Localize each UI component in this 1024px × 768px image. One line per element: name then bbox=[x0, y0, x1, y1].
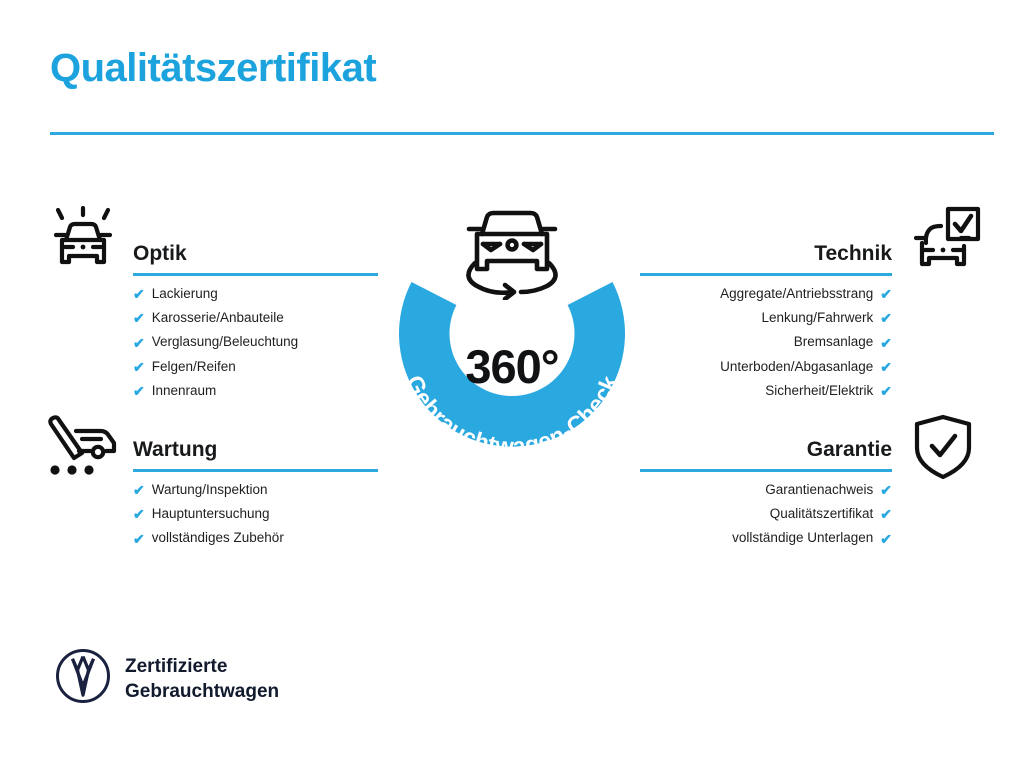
check-icon: ✔ bbox=[133, 506, 145, 523]
section-optik-list: ✔ Lackierung ✔ Karosserie/Anbauteile ✔ Verg… bbox=[133, 282, 378, 403]
list-item-label: vollständige Unterlagen bbox=[732, 530, 874, 546]
section-technik-head: Technik bbox=[640, 238, 892, 282]
section-wartung-underline bbox=[133, 469, 378, 472]
footer-line-1: Zertifizierte bbox=[125, 655, 228, 677]
list-item: vollständige Unterlagen ✔ bbox=[640, 526, 892, 550]
footer-branding: Zertifizierte Gebrauchtwagen bbox=[55, 648, 279, 709]
list-item: Garantienachweis ✔ bbox=[640, 478, 892, 502]
section-garantie: Garantie Garantienachweis ✔ Qualitätszert… bbox=[640, 434, 892, 551]
list-item-label: Unterboden/Abgasanlage bbox=[720, 358, 874, 374]
check-icon: ✔ bbox=[133, 530, 145, 547]
badge-360-gebrauchtwagen-check: Gebrauchtwagen-Check 360° bbox=[367, 196, 657, 486]
list-item: Bremsanlage ✔ bbox=[640, 330, 892, 354]
section-garantie-title: Garantie bbox=[806, 438, 892, 461]
list-item-label: Hauptuntersuchung bbox=[151, 506, 270, 522]
list-item-label: Lenkung/Fahrwerk bbox=[761, 310, 874, 326]
check-icon: ✔ bbox=[880, 286, 892, 303]
check-icon: ✔ bbox=[133, 482, 145, 499]
list-item: ✔ Lackierung bbox=[133, 282, 378, 306]
vw-roundel bbox=[56, 649, 110, 703]
footer-line-2: Gebrauchtwagen bbox=[125, 680, 280, 702]
list-item: ✔ Karosserie/Anbauteile bbox=[133, 306, 378, 330]
check-icon: ✔ bbox=[880, 358, 892, 375]
list-item: Sicherheit/Elektrik ✔ bbox=[640, 379, 892, 403]
list-item-label: Lackierung bbox=[151, 286, 218, 301]
check-icon: ✔ bbox=[133, 286, 145, 303]
list-item-label: Garantienachweis bbox=[765, 482, 874, 497]
list-item-label: vollständiges Zubehör bbox=[151, 530, 284, 546]
section-garantie-list: Garantienachweis ✔ Qualitätszertifikat ✔ v… bbox=[640, 478, 892, 551]
list-item: Unterboden/Abgasanlage ✔ bbox=[640, 355, 892, 379]
list-item-label: Felgen/Reifen bbox=[151, 358, 236, 374]
list-item: ✔ Innenraum bbox=[133, 379, 378, 403]
list-item: ✔ Felgen/Reifen bbox=[133, 355, 378, 379]
list-item-label: Sicherheit/Elektrik bbox=[765, 382, 874, 398]
header-divider bbox=[50, 132, 994, 135]
car-front-rotate-icon bbox=[455, 200, 569, 305]
volkswagen-logo bbox=[55, 648, 111, 709]
check-icon: ✔ bbox=[880, 506, 892, 523]
section-wartung-title: Wartung bbox=[133, 438, 218, 461]
check-icon: ✔ bbox=[880, 530, 892, 547]
list-item-label: Wartung/Inspektion bbox=[151, 482, 268, 497]
section-technik: Technik Aggregate/Antriebsstrang ✔ Lenkun… bbox=[640, 238, 892, 403]
footer-text-block: Zertifizierte Gebrauchtwagen bbox=[125, 654, 279, 704]
list-item: Aggregate/Antriebsstrang ✔ bbox=[640, 282, 892, 306]
list-item: ✔ Verglasung/Beleuchtung bbox=[133, 330, 378, 354]
list-item-label: Verglasung/Beleuchtung bbox=[151, 334, 299, 350]
section-optik-head: Optik bbox=[133, 238, 378, 282]
check-icon: ✔ bbox=[133, 334, 145, 351]
check-icon: ✔ bbox=[880, 310, 892, 327]
page-header: Qualitätszertifikat bbox=[50, 46, 994, 90]
section-garantie-head: Garantie bbox=[640, 434, 892, 478]
car-checkbox-icon bbox=[908, 206, 982, 277]
list-item: ✔ Hauptuntersuchung bbox=[133, 502, 378, 526]
section-wartung: Wartung ✔ Wartung/Inspektion ✔ Hauptunters… bbox=[133, 434, 378, 551]
list-item: ✔ Wartung/Inspektion bbox=[133, 478, 378, 502]
list-item-label: Karosserie/Anbauteile bbox=[151, 310, 284, 326]
list-item: Qualitätszertifikat ✔ bbox=[640, 502, 892, 526]
check-icon: ✔ bbox=[133, 310, 145, 327]
list-item-label: Innenraum bbox=[151, 382, 217, 398]
section-optik: Optik ✔ Lackierung ✔ Karosserie/Anbauteile… bbox=[133, 238, 378, 403]
check-icon: ✔ bbox=[880, 334, 892, 351]
check-icon: ✔ bbox=[880, 482, 892, 499]
shield-check-icon bbox=[912, 414, 974, 485]
section-wartung-head: Wartung bbox=[133, 434, 378, 478]
check-icon: ✔ bbox=[133, 358, 145, 375]
list-item: ✔ vollständiges Zubehör bbox=[133, 526, 378, 550]
section-wartung-list: ✔ Wartung/Inspektion ✔ Hauptuntersuchung ✔… bbox=[133, 478, 378, 551]
car-on-lift-icon bbox=[46, 415, 120, 482]
badge-center-label: 360° bbox=[465, 340, 559, 393]
section-technik-title: Technik bbox=[814, 242, 892, 265]
car-headlights-icon bbox=[48, 205, 118, 277]
section-garantie-underline bbox=[640, 469, 892, 472]
list-item-label: Bremsanlage bbox=[793, 334, 874, 350]
section-optik-title: Optik bbox=[133, 242, 187, 265]
list-item-label: Aggregate/Antriebsstrang bbox=[720, 286, 874, 301]
section-technik-list: Aggregate/Antriebsstrang ✔ Lenkung/Fahrwe… bbox=[640, 282, 892, 403]
badge-ring: Gebrauchtwagen-Check bbox=[399, 282, 625, 459]
section-optik-underline bbox=[133, 273, 378, 276]
check-icon: ✔ bbox=[880, 382, 892, 399]
badge-ring-arc bbox=[399, 282, 625, 447]
list-item-label: Qualitätszertifikat bbox=[769, 506, 874, 522]
check-icon: ✔ bbox=[133, 382, 145, 399]
list-item: Lenkung/Fahrwerk ✔ bbox=[640, 306, 892, 330]
section-technik-underline bbox=[640, 273, 892, 276]
page-title: Qualitätszertifikat bbox=[50, 46, 377, 90]
